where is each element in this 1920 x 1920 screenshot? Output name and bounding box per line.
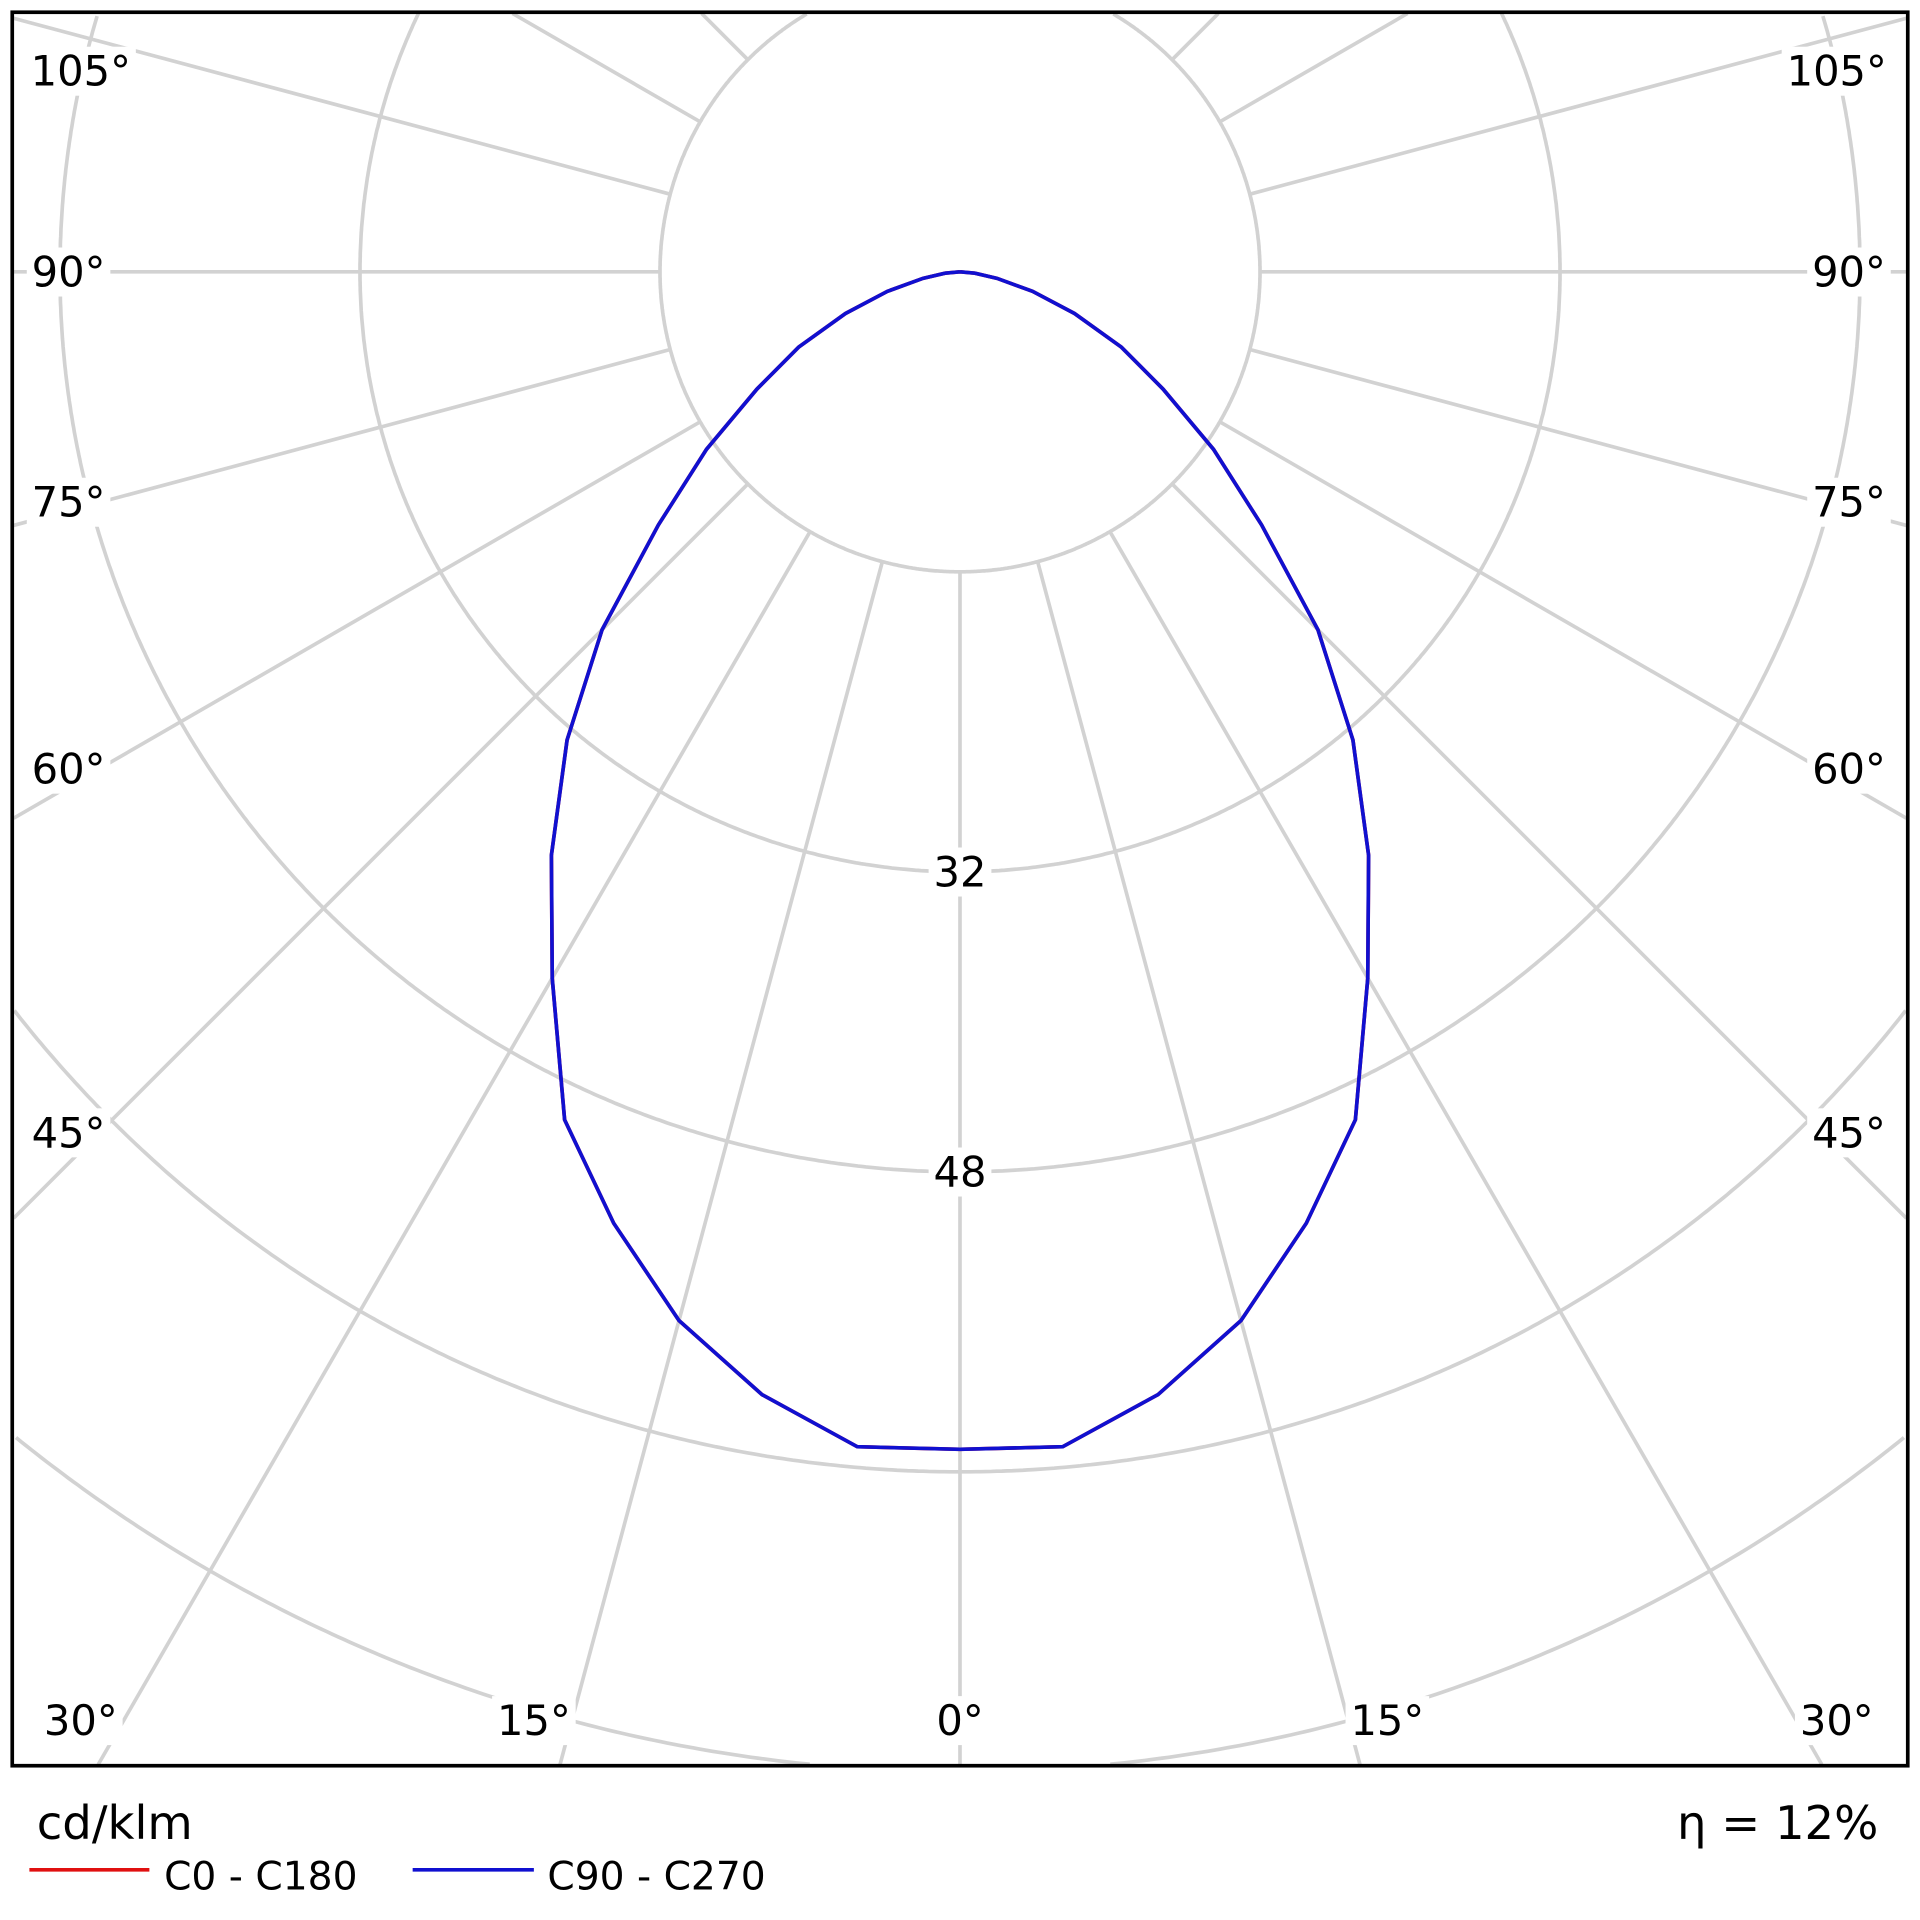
- angle-label-right: 75°: [1812, 478, 1886, 527]
- radial-tick-label-bg: [928, 1147, 992, 1197]
- efficiency-label: η = 12%: [1677, 1796, 1878, 1850]
- angle-label-left: 75°: [32, 478, 106, 527]
- angle-label-right-bg: [1807, 247, 1891, 297]
- angle-gridline-135: [1170, 12, 1220, 62]
- angle-label-left-bg: [26, 1108, 111, 1158]
- legend-label-c90: C90 - C270: [547, 1854, 765, 1899]
- angle-label-right: 105°: [1787, 47, 1887, 96]
- angle-label-right: 45°: [1812, 1108, 1886, 1157]
- radial-gridline-16: [658, 12, 1262, 574]
- radial-gridline-80: [14, 1436, 1906, 1767]
- angle-gridline--30: [96, 530, 812, 1766]
- angle-label-left: 30°: [44, 1696, 118, 1745]
- angle-gridline-105: [1249, 16, 1908, 196]
- radial-tick-label: 48: [934, 1148, 987, 1197]
- angle-label-left: 15°: [497, 1696, 571, 1745]
- angle-label-right-bg: [1807, 744, 1891, 794]
- angle-label-left: 90°: [32, 248, 106, 297]
- angle-label-left: 45°: [32, 1108, 106, 1157]
- series-curve-1: [549, 270, 1371, 1452]
- plot-frame: [10, 10, 1910, 1768]
- angle-label-right: 60°: [1812, 745, 1886, 794]
- radial-gridline-32: [358, 12, 1562, 874]
- angle-gridline--135: [700, 12, 750, 62]
- angle-label-left-bg: [26, 477, 111, 527]
- angle-label-zero: 0°: [936, 1696, 983, 1745]
- angle-label-zero-bg: [931, 1696, 989, 1746]
- axis-labels: 32 48 105° 90° 75° 60° 45° 30° 15° 105° 90° 75° 60° 4…: [25, 46, 1892, 1746]
- angle-label-right: 30°: [1800, 1696, 1874, 1745]
- angle-label-left-bg: [26, 744, 111, 794]
- legend-label-c0: C0 - C180: [164, 1854, 357, 1899]
- angle-label-right-bg: [1794, 1696, 1879, 1746]
- angle-label-right-bg: [1807, 477, 1891, 527]
- angle-label-right: 15°: [1350, 1696, 1424, 1745]
- angle-gridline--60: [12, 420, 702, 820]
- angle-gridline--75: [12, 347, 671, 528]
- angle-gridline--120: [511, 11, 702, 124]
- angle-label-right-bg: [1781, 46, 1892, 96]
- angle-label-left: 105°: [31, 47, 131, 96]
- angle-gridline-120: [1218, 11, 1409, 124]
- angle-label-left: 60°: [32, 745, 106, 794]
- angle-gridline--105: [12, 16, 671, 196]
- angle-gridline--45: [12, 482, 750, 1220]
- radial-tick-label: 32: [934, 848, 987, 897]
- angle-gridline-75: [1249, 347, 1908, 528]
- radial-tick-label-bg: [928, 847, 992, 897]
- unit-label: cd/klm: [37, 1796, 193, 1850]
- angle-label-left-bg: [26, 247, 111, 297]
- angle-label-left-bg: [25, 46, 136, 96]
- angle-label-left-bg: [39, 1696, 123, 1746]
- angle-gridline-45: [1170, 482, 1908, 1220]
- angle-label-right: 90°: [1812, 248, 1886, 297]
- angle-label-right-bg: [1345, 1696, 1430, 1746]
- angle-label-left-bg: [492, 1696, 576, 1746]
- angle-gridline-30: [1108, 530, 1824, 1766]
- angle-label-right-bg: [1807, 1108, 1891, 1158]
- angle-gridline--15: [558, 561, 885, 1765]
- angle-gridline-15: [1035, 561, 1362, 1765]
- angle-gridline-60: [1218, 420, 1908, 820]
- curves: [549, 270, 1371, 1452]
